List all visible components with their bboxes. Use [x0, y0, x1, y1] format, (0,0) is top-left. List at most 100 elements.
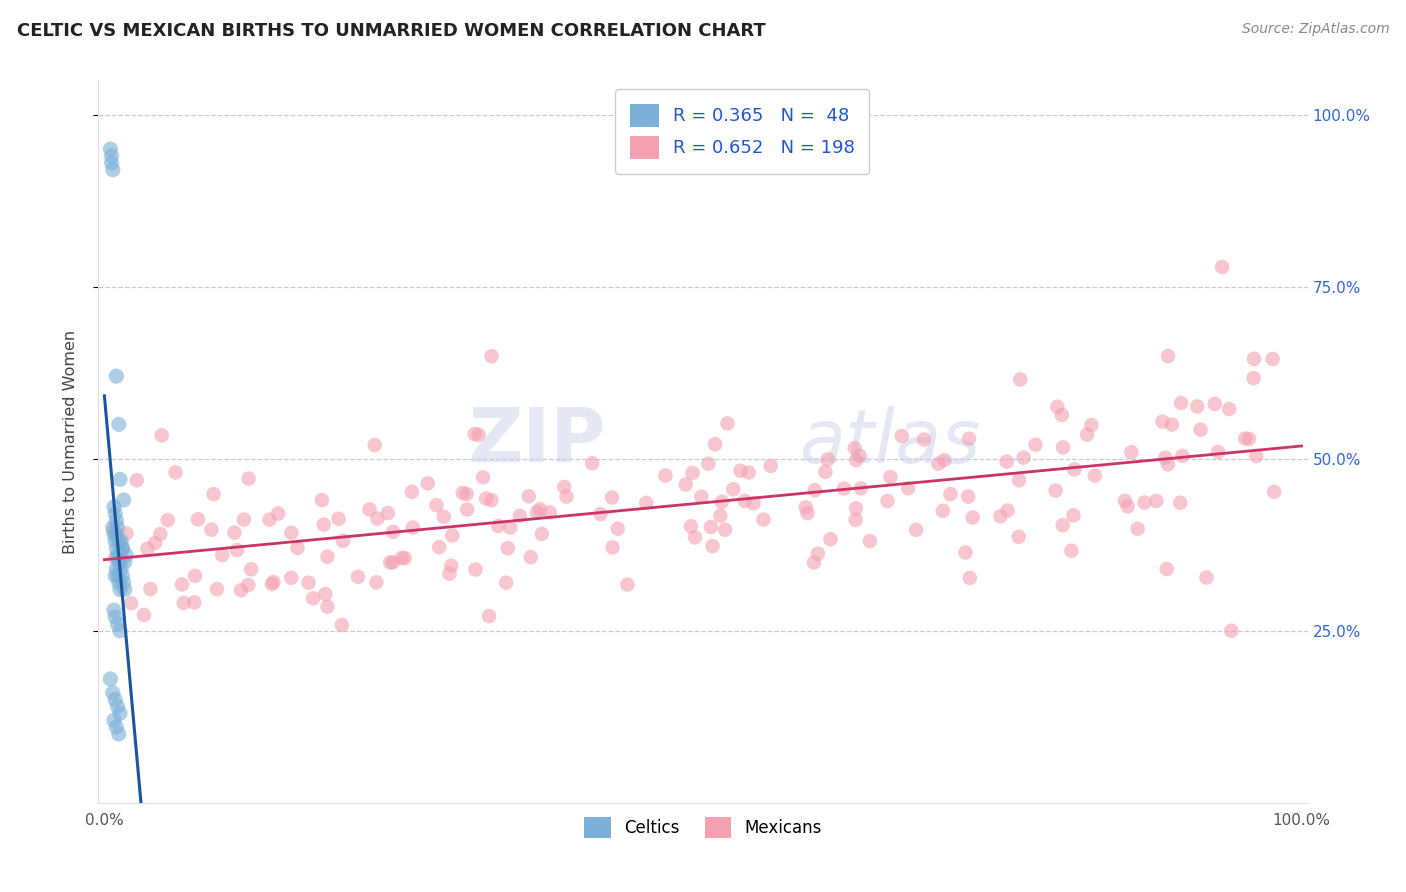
- Point: [959, 571, 981, 585]
- Point: [820, 532, 842, 546]
- Point: [312, 517, 335, 532]
- Point: [107, 534, 129, 549]
- Point: [845, 453, 868, 467]
- Point: [401, 484, 423, 499]
- Point: [464, 427, 486, 442]
- Y-axis label: Births to Unmarried Women: Births to Unmarried Women: [63, 329, 77, 554]
- Point: [912, 433, 935, 447]
- Point: [232, 512, 254, 526]
- Point: [995, 454, 1018, 468]
- Point: [149, 527, 172, 541]
- Point: [104, 507, 127, 521]
- Point: [1170, 396, 1192, 410]
- Point: [381, 555, 404, 569]
- Point: [211, 548, 233, 562]
- Point: [1218, 402, 1240, 417]
- Point: [1012, 450, 1035, 465]
- Point: [600, 491, 623, 505]
- Point: [165, 466, 187, 480]
- Point: [690, 490, 713, 504]
- Point: [495, 575, 517, 590]
- Point: [364, 438, 387, 452]
- Text: ZIP: ZIP: [470, 405, 606, 478]
- Point: [316, 599, 339, 614]
- Text: Source: ZipAtlas.com: Source: ZipAtlas.com: [1241, 22, 1389, 37]
- Point: [240, 562, 263, 576]
- Point: [844, 441, 866, 455]
- Point: [849, 482, 872, 496]
- Point: [1204, 397, 1226, 411]
- Point: [1263, 484, 1285, 499]
- Point: [440, 558, 463, 573]
- Point: [382, 524, 405, 539]
- Point: [280, 571, 302, 585]
- Point: [280, 525, 302, 540]
- Point: [553, 480, 575, 494]
- Point: [932, 504, 955, 518]
- Point: [654, 468, 676, 483]
- Point: [1060, 543, 1083, 558]
- Point: [104, 610, 127, 624]
- Point: [238, 578, 260, 592]
- Point: [107, 520, 129, 534]
- Point: [108, 555, 131, 569]
- Point: [526, 505, 548, 519]
- Point: [103, 527, 125, 541]
- Point: [606, 522, 628, 536]
- Point: [104, 568, 127, 582]
- Point: [845, 501, 868, 516]
- Point: [682, 466, 704, 480]
- Point: [517, 489, 540, 503]
- Point: [1156, 562, 1178, 576]
- Point: [848, 449, 870, 463]
- Point: [108, 624, 131, 638]
- Point: [328, 512, 350, 526]
- Point: [107, 555, 129, 569]
- Point: [394, 551, 416, 566]
- Point: [1234, 432, 1257, 446]
- Point: [697, 457, 720, 471]
- Point: [464, 562, 486, 576]
- Point: [710, 495, 733, 509]
- Point: [238, 472, 260, 486]
- Point: [433, 509, 456, 524]
- Point: [555, 490, 578, 504]
- Point: [259, 513, 281, 527]
- Point: [817, 452, 839, 467]
- Point: [955, 545, 977, 559]
- Point: [105, 527, 128, 541]
- Point: [110, 534, 132, 549]
- Point: [205, 582, 228, 596]
- Point: [700, 520, 723, 534]
- Point: [486, 519, 509, 533]
- Point: [114, 555, 136, 569]
- Point: [226, 543, 249, 558]
- Point: [103, 524, 125, 538]
- Point: [224, 525, 246, 540]
- Point: [100, 156, 122, 170]
- Point: [1157, 458, 1180, 472]
- Point: [1243, 351, 1265, 366]
- Point: [187, 512, 209, 526]
- Point: [723, 483, 745, 497]
- Point: [110, 562, 132, 576]
- Point: [184, 569, 207, 583]
- Point: [714, 523, 737, 537]
- Point: [107, 699, 129, 714]
- Point: [104, 534, 127, 549]
- Point: [890, 429, 912, 443]
- Point: [111, 541, 134, 556]
- Point: [734, 494, 756, 508]
- Point: [1050, 408, 1073, 422]
- Point: [132, 607, 155, 622]
- Point: [115, 526, 138, 541]
- Point: [803, 555, 825, 569]
- Point: [1195, 570, 1218, 584]
- Point: [347, 570, 370, 584]
- Point: [1211, 260, 1233, 274]
- Point: [716, 417, 738, 431]
- Point: [105, 562, 128, 576]
- Point: [1243, 371, 1265, 385]
- Point: [1160, 417, 1182, 432]
- Point: [939, 487, 962, 501]
